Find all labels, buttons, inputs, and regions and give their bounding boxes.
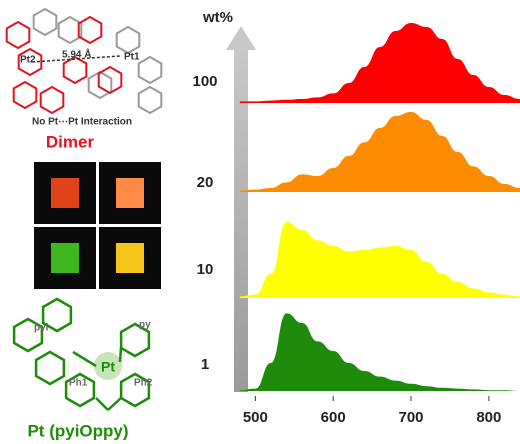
ring-label: Pt bbox=[101, 359, 115, 375]
dimer-label: Pt2 bbox=[20, 55, 36, 66]
x-tick-label: 500 bbox=[243, 409, 268, 426]
ring bbox=[12, 80, 38, 110]
ring bbox=[137, 55, 163, 85]
spectrum-area bbox=[239, 23, 520, 103]
ring bbox=[41, 297, 73, 333]
ring bbox=[77, 15, 103, 45]
emission-square bbox=[116, 178, 144, 208]
ring bbox=[115, 25, 141, 55]
ring bbox=[137, 85, 163, 115]
ring bbox=[5, 20, 31, 50]
pt-center bbox=[94, 352, 122, 380]
spectrum-area bbox=[239, 112, 520, 192]
x-tick-label: 800 bbox=[476, 409, 501, 426]
arrow-head bbox=[226, 26, 256, 50]
ring bbox=[12, 317, 44, 353]
emission-square bbox=[116, 243, 144, 273]
monomer-title: Pt (pyiOppy) bbox=[27, 421, 128, 440]
ring-label: Ph1 bbox=[69, 378, 88, 389]
x-tick-label: 700 bbox=[399, 409, 424, 426]
structures bbox=[5, 7, 163, 411]
ring-label: Ph2 bbox=[134, 378, 153, 389]
ring bbox=[64, 372, 96, 408]
spectrum-area bbox=[239, 222, 520, 298]
ring-label: pyi bbox=[34, 323, 49, 334]
ring bbox=[119, 372, 151, 408]
ring bbox=[39, 85, 65, 115]
dimer-note: No Pt⋯Pt Interaction bbox=[32, 117, 132, 128]
series-label: 1 bbox=[201, 356, 209, 373]
ring bbox=[57, 15, 83, 45]
ring bbox=[17, 47, 43, 77]
legend-title: wt% bbox=[202, 9, 233, 26]
series-label: 20 bbox=[197, 174, 214, 191]
emission-square bbox=[51, 243, 79, 273]
bond bbox=[95, 397, 109, 411]
dimer-title: Dimer bbox=[46, 132, 95, 151]
x-tick-label: 600 bbox=[321, 409, 346, 426]
emission-square bbox=[51, 178, 79, 208]
bond bbox=[72, 350, 97, 368]
ring bbox=[32, 7, 58, 37]
bond bbox=[107, 397, 122, 411]
dimer-distance: 5.94 Å bbox=[62, 48, 91, 61]
ring bbox=[119, 322, 151, 358]
ring-label: py bbox=[139, 320, 151, 331]
arrow-shaft bbox=[234, 48, 248, 392]
ring bbox=[34, 350, 66, 386]
series-label: 100 bbox=[192, 73, 217, 90]
series-label: 10 bbox=[197, 261, 214, 278]
spectrum-area bbox=[239, 313, 520, 391]
bond bbox=[118, 347, 123, 363]
dimer-label: Pt1 bbox=[124, 52, 140, 63]
ring bbox=[62, 55, 88, 85]
ring bbox=[87, 70, 113, 100]
ring bbox=[97, 65, 123, 95]
